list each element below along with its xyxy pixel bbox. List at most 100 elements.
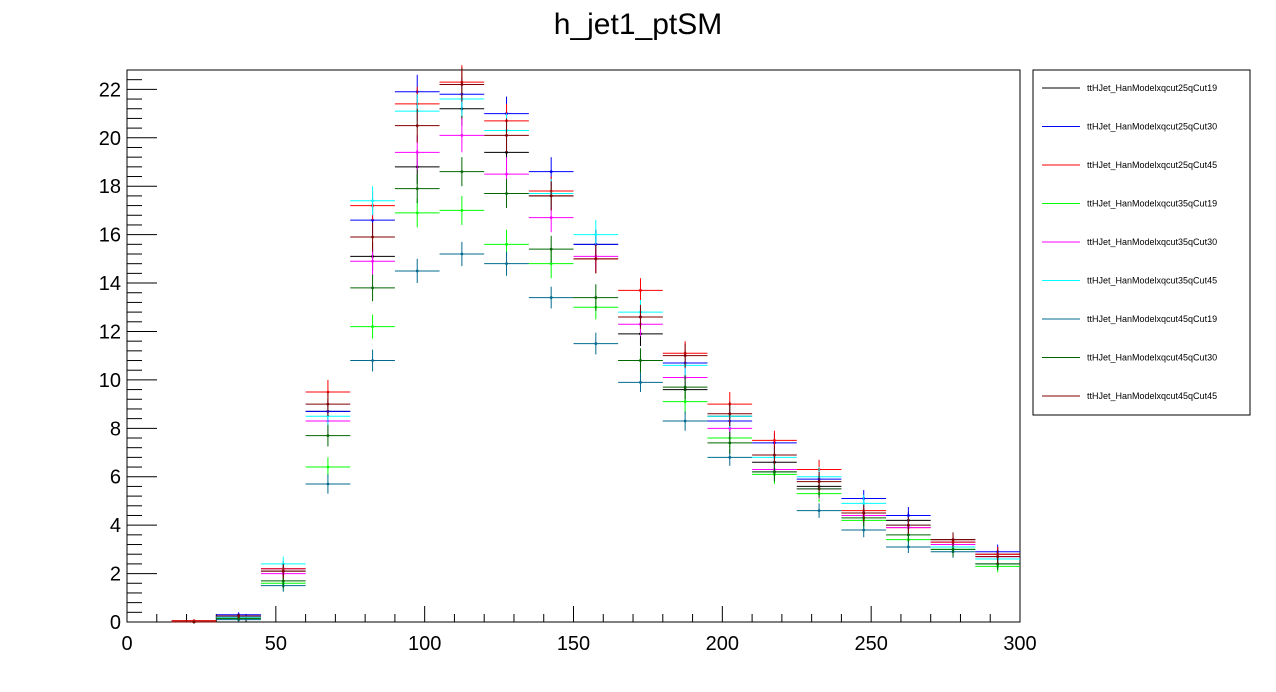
data-point (371, 325, 374, 329)
data-point (326, 402, 330, 406)
data-point (773, 453, 776, 457)
data-point (906, 523, 910, 527)
data-point (192, 620, 196, 624)
data-point (326, 465, 330, 469)
data-point (415, 124, 419, 128)
y-tick-label: 12 (99, 321, 121, 343)
data-point (639, 315, 642, 319)
x-tick-label: 100 (408, 633, 441, 655)
y-tick-label: 16 (99, 225, 121, 247)
data-point (505, 133, 508, 137)
y-tick-label: 18 (99, 176, 121, 198)
data-point (415, 150, 419, 154)
data-point (683, 354, 687, 358)
data-point (371, 199, 374, 203)
y-tick-label: 2 (110, 564, 121, 586)
data-point (505, 192, 508, 195)
data-point (906, 514, 910, 517)
data-point (906, 533, 910, 537)
legend-label: ttHJet_HanModelxqcut35qCut19 (1087, 199, 1217, 209)
data-point (683, 419, 687, 423)
y-tick-label: 10 (99, 370, 121, 392)
x-tick-label: 200 (706, 633, 739, 655)
legend-label: ttHJet_HanModelxqcut25qCut30 (1087, 122, 1217, 132)
series-ttHJet_HanModelxqcut35qCut30 (171, 118, 1020, 624)
data-point (862, 501, 866, 505)
y-tick-label: 22 (99, 79, 121, 101)
data-point (371, 259, 374, 263)
y-tick-label: 8 (110, 418, 121, 440)
data-point (281, 562, 285, 566)
legend-entries: ttHJet_HanModelxqcut25qCut19 ttHJet_HanMo… (1042, 83, 1217, 401)
series-ttHJet_HanModelxqcut25qCut19 (171, 91, 1020, 623)
data-point (460, 252, 464, 256)
x-tick-label: 0 (121, 633, 132, 655)
legend-label: ttHJet_HanModelxqcut35qCut30 (1087, 237, 1217, 247)
data-point (549, 170, 553, 174)
data-point (817, 480, 821, 483)
data-point (639, 380, 642, 384)
data-point (594, 257, 598, 261)
data-point (683, 385, 687, 389)
data-point (460, 170, 464, 174)
data-point (549, 262, 553, 266)
data-point (728, 412, 732, 416)
legend-label: ttHJet_HanModelxqcut25qCut45 (1087, 160, 1217, 170)
data-point (281, 579, 285, 583)
x-axis: 0 50 100 150 200 250 300 (121, 606, 1037, 655)
legend-label: ttHJet_HanModelxqcut45qCut30 (1087, 353, 1217, 363)
data-point (460, 209, 464, 212)
legend-label: ttHJet_HanModelxqcut45qCut45 (1087, 391, 1217, 401)
data-point (728, 441, 732, 445)
data-point (371, 286, 374, 290)
data-point (371, 359, 374, 362)
data-point (505, 172, 508, 176)
data-point (594, 342, 598, 345)
data-point (951, 538, 955, 542)
y-tick-label: 0 (110, 612, 121, 634)
data-point (639, 288, 642, 292)
data-point (237, 614, 241, 618)
y-tick-label: 4 (110, 515, 121, 537)
data-point (415, 211, 419, 215)
y-tick-label: 20 (99, 128, 121, 150)
data-point (594, 296, 598, 299)
data-point (906, 545, 910, 549)
series-ttHJet_HanModelxqcut45qCut45 (171, 67, 1020, 624)
data-point (505, 262, 508, 266)
data-point (415, 269, 419, 273)
data-point (549, 216, 553, 220)
data-point (549, 194, 553, 198)
x-tick-label: 150 (557, 633, 590, 655)
legend-label: ttHJet_HanModelxqcut45qCut19 (1087, 314, 1217, 324)
x-tick-label: 300 (1003, 633, 1036, 655)
data-point (773, 470, 776, 474)
data-point (281, 569, 285, 573)
series-layer (171, 65, 1020, 624)
data-point (326, 482, 330, 486)
data-point (371, 235, 374, 239)
legend-label: ttHJet_HanModelxqcut25qCut19 (1087, 83, 1217, 93)
legend-label: ttHJet_HanModelxqcut35qCut45 (1087, 276, 1217, 286)
y-tick-label: 14 (99, 273, 121, 295)
data-point (951, 547, 955, 551)
data-point (594, 233, 598, 237)
data-point (415, 187, 419, 191)
data-point (549, 296, 553, 299)
x-tick-label: 50 (265, 633, 287, 655)
y-axis: 0 2 4 6 8 10 12 14 16 18 20 22 (99, 69, 157, 634)
data-point (460, 83, 464, 86)
data-point (728, 455, 732, 459)
y-tick-label: 6 (110, 467, 121, 489)
data-point (326, 434, 330, 437)
data-point (460, 133, 464, 137)
data-point (549, 247, 553, 251)
chart-title: h_jet1_ptSM (554, 8, 722, 41)
data-point (862, 511, 866, 515)
data-point (639, 359, 642, 362)
data-point (862, 528, 866, 532)
data-point (773, 439, 776, 442)
data-point (505, 242, 508, 246)
data-point (996, 555, 1000, 559)
